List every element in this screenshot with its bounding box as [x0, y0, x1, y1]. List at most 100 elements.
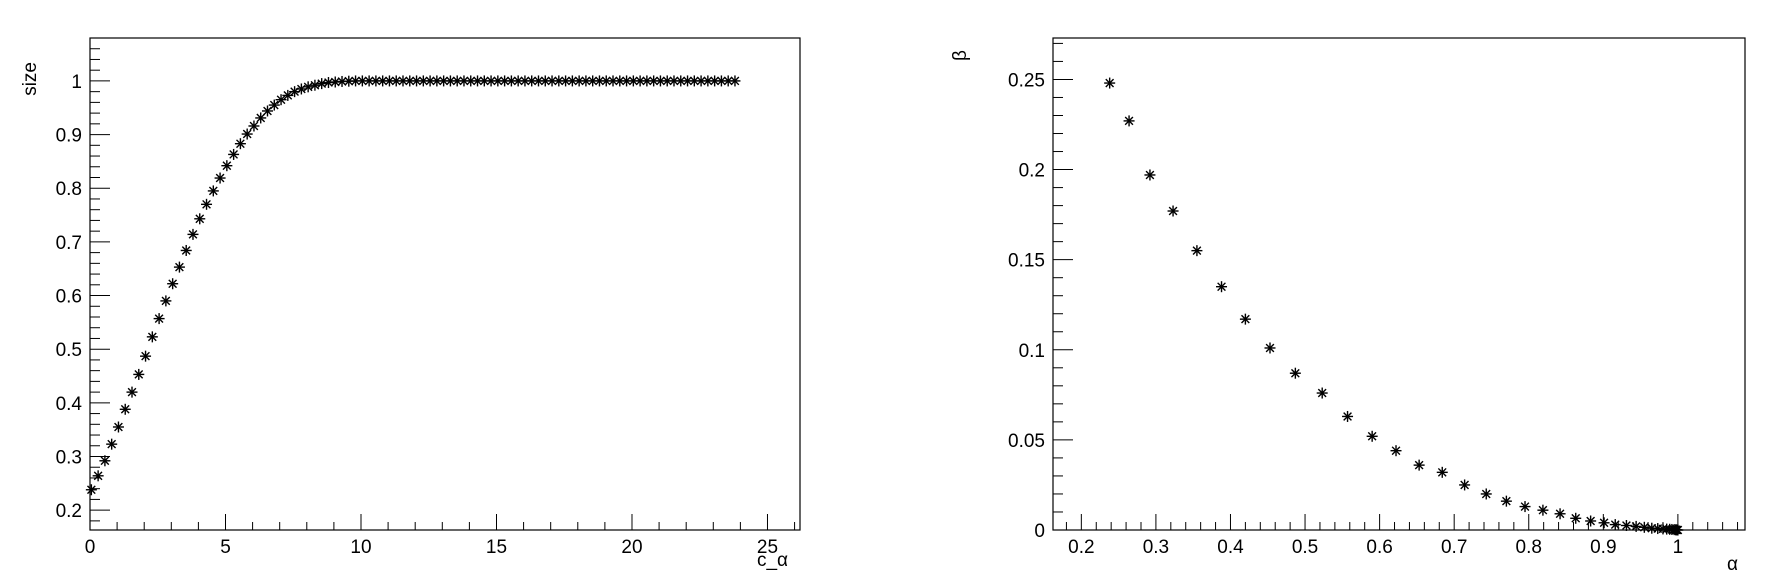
data-point [1638, 521, 1650, 533]
data-point [1239, 313, 1251, 325]
data-point [1264, 342, 1276, 354]
x-tick-label: 0.9 [1590, 537, 1616, 558]
data-point [201, 198, 213, 210]
data-point [316, 78, 328, 90]
data-point [146, 331, 158, 343]
x-tick-label: 25 [757, 537, 778, 558]
plot-frame [1052, 37, 1746, 531]
x-tick-label: 0.8 [1516, 537, 1542, 558]
data-point [302, 81, 314, 93]
data-point [1585, 515, 1597, 527]
data-point [1459, 479, 1471, 491]
data-point [654, 75, 666, 87]
data-point [329, 76, 341, 88]
x-axis-title: α [1727, 554, 1738, 575]
data-point [153, 313, 165, 325]
data-point [682, 75, 694, 87]
data-point [1436, 466, 1448, 478]
beta-vs-alpha-plot: 0.2 0.3 0.4 0.5 0.6 0.7 0.8 0.9 1 0 0.05 0.1 0.15 0.2… [950, 37, 1746, 575]
data-point [140, 350, 152, 362]
data-point [214, 172, 226, 184]
data-point [187, 228, 199, 240]
data-point [1480, 488, 1492, 500]
data-point [377, 75, 389, 87]
x-tick-label: 0.2 [1068, 537, 1094, 558]
data-point [160, 295, 172, 307]
x-axis-title: c_α [757, 550, 788, 571]
y-tick-label: 0.05 [1008, 431, 1045, 452]
data-point [1537, 504, 1549, 516]
y-tick-label: 0.2 [56, 501, 82, 522]
data-point [1519, 501, 1531, 513]
data-point [1366, 430, 1378, 442]
data-point [715, 75, 727, 87]
y-tick-label: 0.7 [56, 233, 82, 254]
data-point [221, 160, 233, 172]
y-axis-title: β [950, 50, 971, 61]
y-tick-label: 0.25 [1008, 70, 1045, 91]
data-point [1500, 495, 1512, 507]
data-point [248, 120, 260, 132]
data-point [167, 278, 179, 290]
data-point [234, 138, 246, 150]
data-point [729, 75, 741, 87]
data-point [417, 75, 429, 87]
data-series [85, 75, 741, 496]
y-tick-label: 0.3 [56, 447, 82, 468]
data-point [241, 128, 253, 140]
data-point [553, 75, 565, 87]
y-tick-label: 1 [71, 72, 82, 93]
data-point [1123, 115, 1135, 127]
data-point [275, 94, 287, 106]
data-point [1316, 387, 1328, 399]
data-point [126, 386, 138, 398]
data-point [207, 185, 219, 197]
y-tick-label: 0.9 [56, 126, 82, 147]
data-point [1570, 512, 1582, 524]
y-tick-label: 0 [1034, 521, 1045, 542]
data-point [404, 75, 416, 87]
data-point [1630, 520, 1642, 532]
data-point [397, 75, 409, 87]
data-point [383, 75, 395, 87]
plot-frame [89, 37, 801, 531]
data-point [1144, 169, 1156, 181]
data-point [268, 99, 280, 111]
y-tick-label: 0.4 [56, 394, 83, 415]
y-tick-label: 0.8 [56, 179, 82, 200]
data-point [228, 148, 240, 160]
data-point [512, 75, 524, 87]
x-tick-label: 0 [85, 537, 96, 558]
y-tick-label: 0.5 [56, 340, 82, 361]
x-tick-label: 20 [621, 537, 642, 558]
x-tick-label: 5 [220, 537, 231, 558]
data-point [112, 421, 124, 433]
data-point [309, 79, 321, 91]
data-point [1390, 445, 1402, 457]
x-tick-label: 0.4 [1217, 537, 1244, 558]
x-tick-label: 15 [486, 537, 507, 558]
data-point [1191, 245, 1203, 257]
size-vs-c-alpha-plot: 0 5 10 15 20 25 0.2 0.3 0.4 0.5 0.6 0.7 0.8 0.9 1 c_α si… [20, 37, 801, 571]
y-tick-label: 0.6 [56, 287, 82, 308]
data-point [1104, 77, 1116, 89]
data-point [99, 455, 111, 467]
data-point [1598, 517, 1610, 529]
data-point [593, 75, 605, 87]
data-point [668, 75, 680, 87]
data-point [106, 438, 118, 450]
x-tick-label: 10 [350, 537, 371, 558]
x-tick-label: 0.5 [1292, 537, 1318, 558]
y-tick-label: 0.2 [1019, 161, 1045, 182]
data-point [1609, 519, 1621, 531]
data-point [1620, 519, 1632, 531]
data-point [255, 112, 267, 124]
data-point [194, 213, 206, 225]
data-point [438, 75, 450, 87]
y-tick-label: 0.15 [1008, 251, 1045, 272]
data-point [85, 484, 97, 496]
x-tick-label: 1 [1673, 537, 1684, 558]
data-point [1672, 524, 1684, 536]
y-tick-label: 0.1 [1019, 341, 1045, 362]
